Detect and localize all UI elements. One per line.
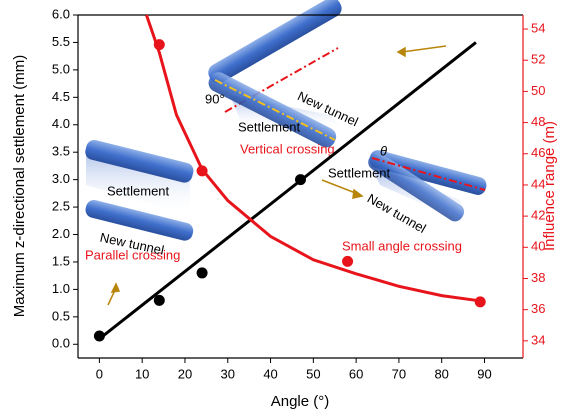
x-tick-label: 30 xyxy=(221,366,235,381)
tunnel xyxy=(208,0,342,84)
axis-line xyxy=(214,79,336,141)
y2-tick-label: 50 xyxy=(531,83,545,98)
y-tick-label: 4.5 xyxy=(52,89,70,104)
y2-tick-label: 38 xyxy=(531,270,545,285)
x-tick-label: 60 xyxy=(349,366,363,381)
y-tick-label: 1.0 xyxy=(52,281,70,296)
annotation: Settlement xyxy=(107,183,170,198)
y2-axis-title: Influence range (m) xyxy=(541,121,558,251)
data-point xyxy=(196,267,208,279)
annotation: θ xyxy=(380,143,387,158)
y-tick-label: 0.5 xyxy=(52,308,70,323)
tunnel xyxy=(369,150,487,195)
y2-tick-label: 54 xyxy=(531,20,545,35)
y-tick-label: 4.0 xyxy=(52,116,70,131)
y-tick-label: 5.5 xyxy=(52,34,70,49)
x-tick-label: 70 xyxy=(392,366,406,381)
x-tick-label: 20 xyxy=(178,366,192,381)
y-tick-label: 5.0 xyxy=(52,61,70,76)
y-axis-title: Maximum z-directional settlement (mm) xyxy=(11,55,28,318)
annotation: 90° xyxy=(205,91,225,106)
y-tick-label: 3.0 xyxy=(52,171,70,186)
y2-tick-label: 40 xyxy=(531,239,545,254)
data-point xyxy=(93,330,105,342)
x-axis-title: Angle (°) xyxy=(271,393,330,410)
series-line xyxy=(145,14,477,302)
annotation: Parallel crossing xyxy=(85,247,180,262)
annotation: Vertical crossing xyxy=(240,141,335,156)
x-tick-label: 10 xyxy=(135,366,149,381)
tunnel xyxy=(85,199,194,241)
axis-line xyxy=(371,157,486,191)
x-tick-label: 0 xyxy=(96,366,103,381)
annotation: Settlement xyxy=(238,119,301,134)
y-tick-label: 0.0 xyxy=(52,336,70,351)
illustrations xyxy=(85,0,487,306)
x-tick-label: 90 xyxy=(477,366,491,381)
data-point xyxy=(342,255,354,267)
y2-tick-label: 52 xyxy=(531,52,545,67)
data-point xyxy=(153,294,165,306)
x-tick-label: 80 xyxy=(434,366,448,381)
tunnel xyxy=(85,139,194,183)
y2-tick-label: 42 xyxy=(531,208,545,223)
y2-tick-label: 48 xyxy=(531,114,545,129)
y2-tick-label: 44 xyxy=(531,176,545,191)
x-tick-label: 40 xyxy=(263,366,277,381)
annotation: Settlement xyxy=(328,165,391,180)
arrows xyxy=(107,45,447,306)
tunnel xyxy=(368,152,465,222)
y2-tick-label: 46 xyxy=(531,145,545,160)
series-line xyxy=(98,41,477,340)
y-tick-label: 2.0 xyxy=(52,226,70,241)
y-tick-label: 6.0 xyxy=(52,6,70,21)
x-tick-label: 50 xyxy=(306,366,320,381)
y2-tick-label: 36 xyxy=(531,301,545,316)
y2-tick-label: 34 xyxy=(531,332,545,347)
y-tick-label: 3.5 xyxy=(52,144,70,159)
data-point xyxy=(474,296,486,308)
y-tick-label: 1.5 xyxy=(52,253,70,268)
annotation: Small angle crossing xyxy=(342,238,462,253)
y-tick-label: 2.5 xyxy=(52,199,70,214)
